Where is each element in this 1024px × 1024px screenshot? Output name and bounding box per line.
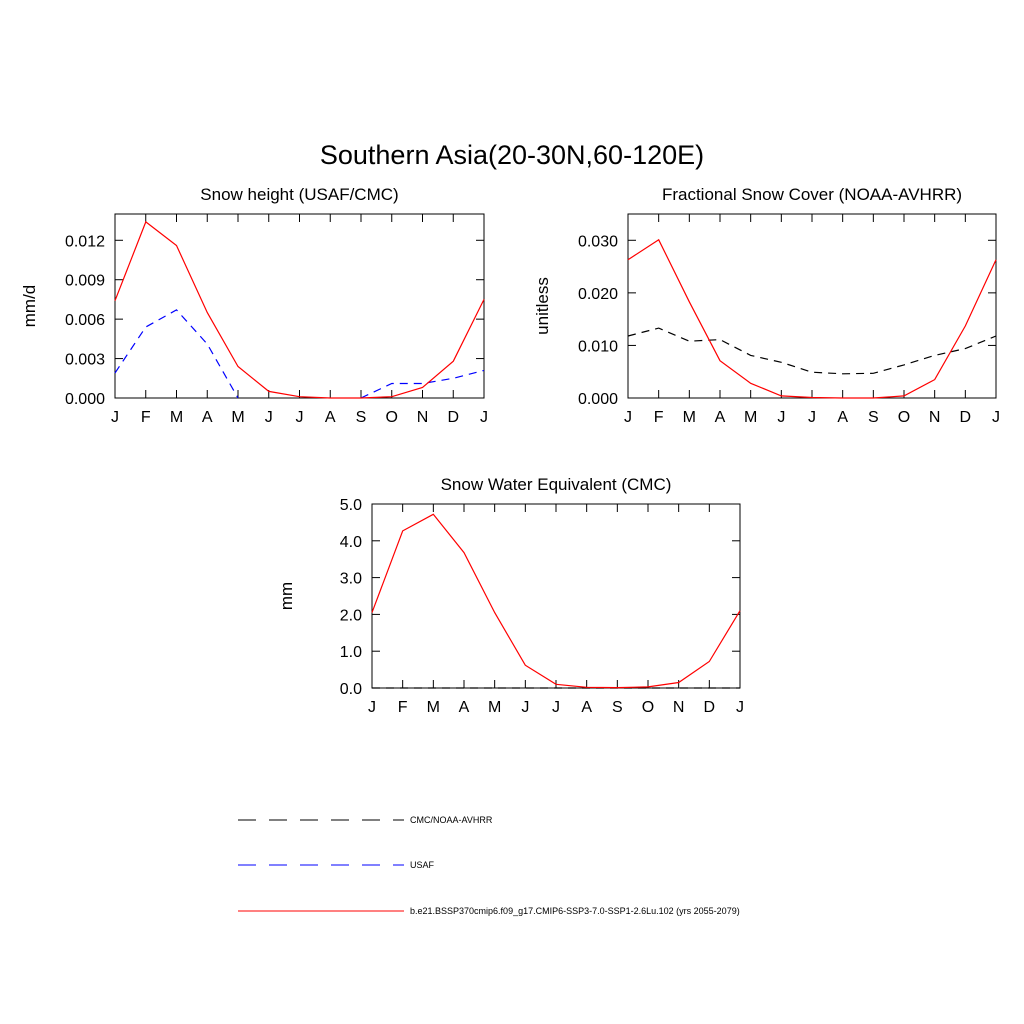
figure-title: Southern Asia(20-30N,60-120E) [320,140,704,170]
x-tick-label: M [427,699,440,716]
x-tick-label: A [459,699,470,716]
x-tick-label: O [898,409,910,426]
chart-panels: Snow height (USAF/CMC)mm/dJ F M A M J J A S O N D J0… [20,185,1000,716]
y-tick-label: 0.020 [578,286,618,303]
y-tick-label: 0.009 [65,273,105,290]
x-tick-label: F [398,699,408,716]
x-tick-label: N [417,409,429,426]
legend-entry: b.e21.BSSP370cmip6.f09_g17.CMIP6-SSP3-7.… [238,906,740,916]
series-line-obs [627,327,997,375]
x-tick-label: J [111,409,119,426]
plot-frame [114,213,485,399]
panel-title: Snow height (USAF/CMC) [200,185,398,204]
y-tick-label: 0.012 [65,233,105,250]
x-tick-label: N [673,699,685,716]
panel-title: Snow Water Equivalent (CMC) [441,475,672,494]
y-tick-label: 4.0 [340,534,362,551]
panel-title: Fractional Snow Cover (NOAA-AVHRR) [662,185,962,204]
x-tick-label: J [265,409,273,426]
panel-1: Snow height (USAF/CMC)mm/dJ F M A M J J A S O N D J0… [20,185,488,426]
x-tick-label: D [960,409,972,426]
x-tick-label: N [929,409,941,426]
y-axis-label: mm [277,582,296,610]
y-tick-label: 2.0 [340,607,362,624]
x-tick-label: A [837,409,848,426]
y-tick-label: 0.000 [65,391,105,408]
x-tick-label: S [868,409,879,426]
x-tick-label: M [170,409,183,426]
x-tick-label: O [386,409,398,426]
series-line-model [114,220,485,399]
legend: CMC/NOAA-AVHRR USAF b.e21.BSSP370cmip6.f09… [238,815,740,916]
legend-label: CMC/NOAA-AVHRR [410,815,493,825]
panel-2: Fractional Snow Cover (NOAA-AVHRR) unitle… [533,185,1000,426]
series-line-model [371,513,741,689]
x-tick-label: F [141,409,151,426]
x-tick-label: J [736,699,744,716]
x-tick-label: M [744,409,757,426]
x-tick-label: O [642,699,654,716]
x-tick-label: J [552,699,560,716]
legend-label: USAF [410,860,435,870]
x-tick-label: F [654,409,664,426]
y-tick-label: 0.000 [578,391,618,408]
y-tick-label: 0.006 [65,312,105,329]
x-tick-label: A [715,409,726,426]
x-tick-label: M [683,409,696,426]
x-tick-label: J [521,699,529,716]
legend-entry: USAF [238,860,435,870]
legend-entry: CMC/NOAA-AVHRR [238,815,493,825]
x-tick-label: M [488,699,501,716]
y-tick-label: 5.0 [340,497,362,514]
x-tick-label: J [296,409,304,426]
plot-frame [371,503,741,689]
legend-label: b.e21.BSSP370cmip6.f09_g17.CMIP6-SSP3-7.… [410,906,740,916]
x-tick-label: D [704,699,716,716]
x-tick-label: J [624,409,632,426]
x-tick-label: S [356,409,367,426]
x-tick-label: A [325,409,336,426]
series-line-usaf [114,309,485,399]
plot-frame [627,213,997,399]
series-line-model [627,238,997,399]
y-tick-label: 0.003 [65,352,105,369]
y-tick-label: 0.0 [340,681,362,698]
panel-3: Snow Water Equivalent (CMC) mm J F M A M J J A S O N… [277,475,744,716]
x-tick-label: J [368,699,376,716]
y-axis-label: unitless [533,277,552,335]
y-tick-label: 0.010 [578,338,618,355]
x-tick-label: J [808,409,816,426]
x-tick-label: J [480,409,488,426]
x-tick-label: A [581,699,592,716]
y-tick-label: 0.030 [578,233,618,250]
y-tick-label: 1.0 [340,644,362,661]
x-tick-label: M [231,409,244,426]
x-tick-label: J [992,409,1000,426]
y-tick-label: 3.0 [340,571,362,588]
x-tick-label: D [447,409,459,426]
x-tick-label: A [202,409,213,426]
x-tick-label: J [777,409,785,426]
x-tick-label: S [612,699,623,716]
y-axis-label: mm/d [20,285,39,328]
